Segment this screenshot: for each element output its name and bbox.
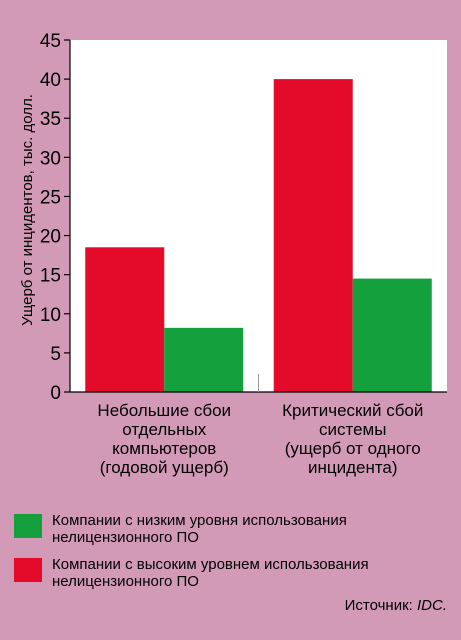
source-label: Источник: — [344, 597, 417, 614]
bar-low-0 — [164, 327, 244, 392]
y-tick-label-5: 5 — [50, 344, 61, 365]
y-tick-label-25: 25 — [40, 187, 61, 208]
source-value: IDC. — [417, 597, 447, 614]
source-note: Источник: IDC. — [345, 597, 447, 614]
legend-swatch-low — [14, 514, 42, 538]
category-label-1: Критический сбой системы (ущерб от одного и… — [282, 401, 423, 477]
y-tick-label-40: 40 — [40, 70, 61, 91]
bar-high-0 — [85, 247, 165, 392]
bar-low-1 — [352, 278, 432, 392]
y-tick-label-10: 10 — [40, 305, 61, 326]
legend-item-low: Компании с низким уровня использования н… — [14, 512, 452, 546]
y-tick-label-45: 45 — [40, 31, 61, 52]
chart: Небольшие сбои отдельных компьютеров (годов… — [19, 31, 447, 477]
y-tick-label-35: 35 — [40, 109, 61, 130]
bar-high-1 — [273, 79, 353, 392]
legend-label-low: Компании с низким уровня использования н… — [52, 512, 347, 546]
legend-swatch-high — [14, 558, 42, 582]
y-tick-label-20: 20 — [40, 227, 61, 248]
legend-label-high: Компании с высоким уровнем использования… — [52, 556, 369, 590]
y-tick-label-30: 30 — [40, 148, 61, 169]
y-tick-label-0: 0 — [50, 383, 61, 404]
category-label-0: Небольшие сбои отдельных компьютеров (годов… — [97, 401, 231, 477]
y-tick-label-15: 15 — [40, 266, 61, 287]
legend-item-high: Компании с высоким уровнем использования… — [14, 556, 452, 590]
bar-chart: Небольшие сбои отдельных компьютеров (годов… — [19, 31, 447, 477]
y-axis-label: Ущерб от инцидентов, тыс. долл. — [19, 94, 36, 326]
